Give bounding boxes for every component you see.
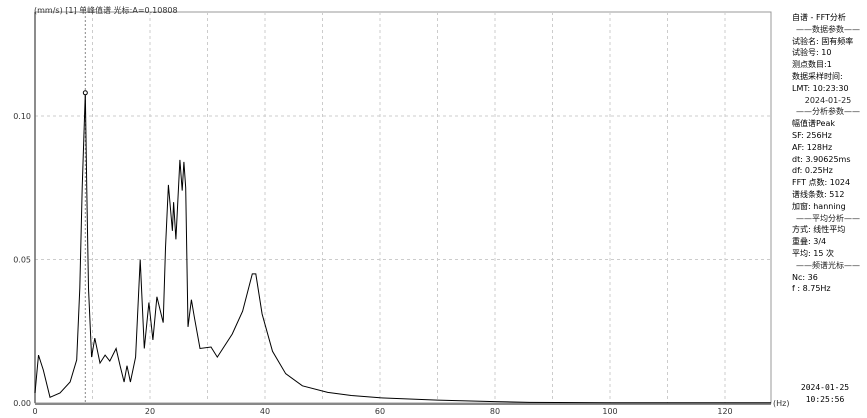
panel-line: 方式: 线性平均	[792, 225, 846, 235]
panel-line: ——平均分析——	[796, 213, 860, 223]
panel-line: df: 0.25Hz	[792, 166, 833, 176]
x-tick-label: 20	[145, 407, 155, 416]
panel-line: 测点数目:1	[792, 60, 832, 70]
y-tick-label: 0.10	[13, 112, 31, 121]
x-tick-label: 80	[490, 407, 500, 416]
x-tick-label: 0	[32, 407, 37, 416]
panel-line: ——数据参数——	[796, 24, 860, 34]
x-tick-label: 40	[260, 407, 270, 416]
chart-title: (mm/s) [1] 单峰值谱 光标:A=0.10808	[34, 6, 178, 15]
panel-line: 自谱 - FFT分析	[792, 13, 846, 22]
panel-line: dt: 3.90625ms	[792, 154, 851, 164]
panel-line: SF: 256Hz	[792, 130, 832, 140]
panel-line: ——分析参数——	[796, 107, 860, 117]
x-tick-label: 120	[717, 407, 732, 416]
panel-line: 平均: 15 次	[792, 248, 834, 258]
stamp-date: 2024-01-25	[800, 383, 850, 392]
info-panel: 自谱 - FFT分析 ——数据参数—— 试验名: 固有频率 试验号: 10 测点数目:1…	[792, 12, 864, 295]
panel-line: 加窗: hanning	[792, 201, 846, 211]
panel-line: ——频谱光标——	[796, 260, 860, 270]
panel-line: AF: 128Hz	[792, 142, 833, 152]
panel-line: 数据采样时间:	[792, 71, 843, 81]
stamp-time: 10:25:56	[805, 395, 845, 404]
panel-line: 2024-01-25	[804, 95, 852, 105]
panel-line: FFT 点数: 1024	[792, 178, 851, 188]
plot-frame	[34, 11, 772, 404]
y-tick-label: 0.05	[13, 256, 31, 265]
x-tick-label: 60	[375, 407, 385, 416]
x-tick-label: 100	[602, 407, 617, 416]
panel-line: f : 8.75Hz	[792, 284, 831, 294]
panel-line: 幅值谱Peak	[792, 119, 835, 129]
panel-line: 谱线条数: 512	[792, 189, 845, 199]
x-axis-label: (Hz)	[773, 399, 789, 408]
spectrum-line	[34, 92, 771, 404]
timestamp: 2024-01-25 10:25:56	[800, 382, 850, 406]
y-tick-label: 0.00	[13, 399, 31, 408]
panel-line: 重叠: 3/4	[792, 237, 827, 247]
panel-line: 试验名: 固有频率	[792, 36, 854, 46]
panel-line: 试验号: 10	[792, 48, 832, 58]
panel-line: LMT: 10:23:30	[792, 83, 849, 93]
cursor-marker	[82, 90, 88, 96]
panel-line: Nc: 36	[792, 272, 818, 282]
